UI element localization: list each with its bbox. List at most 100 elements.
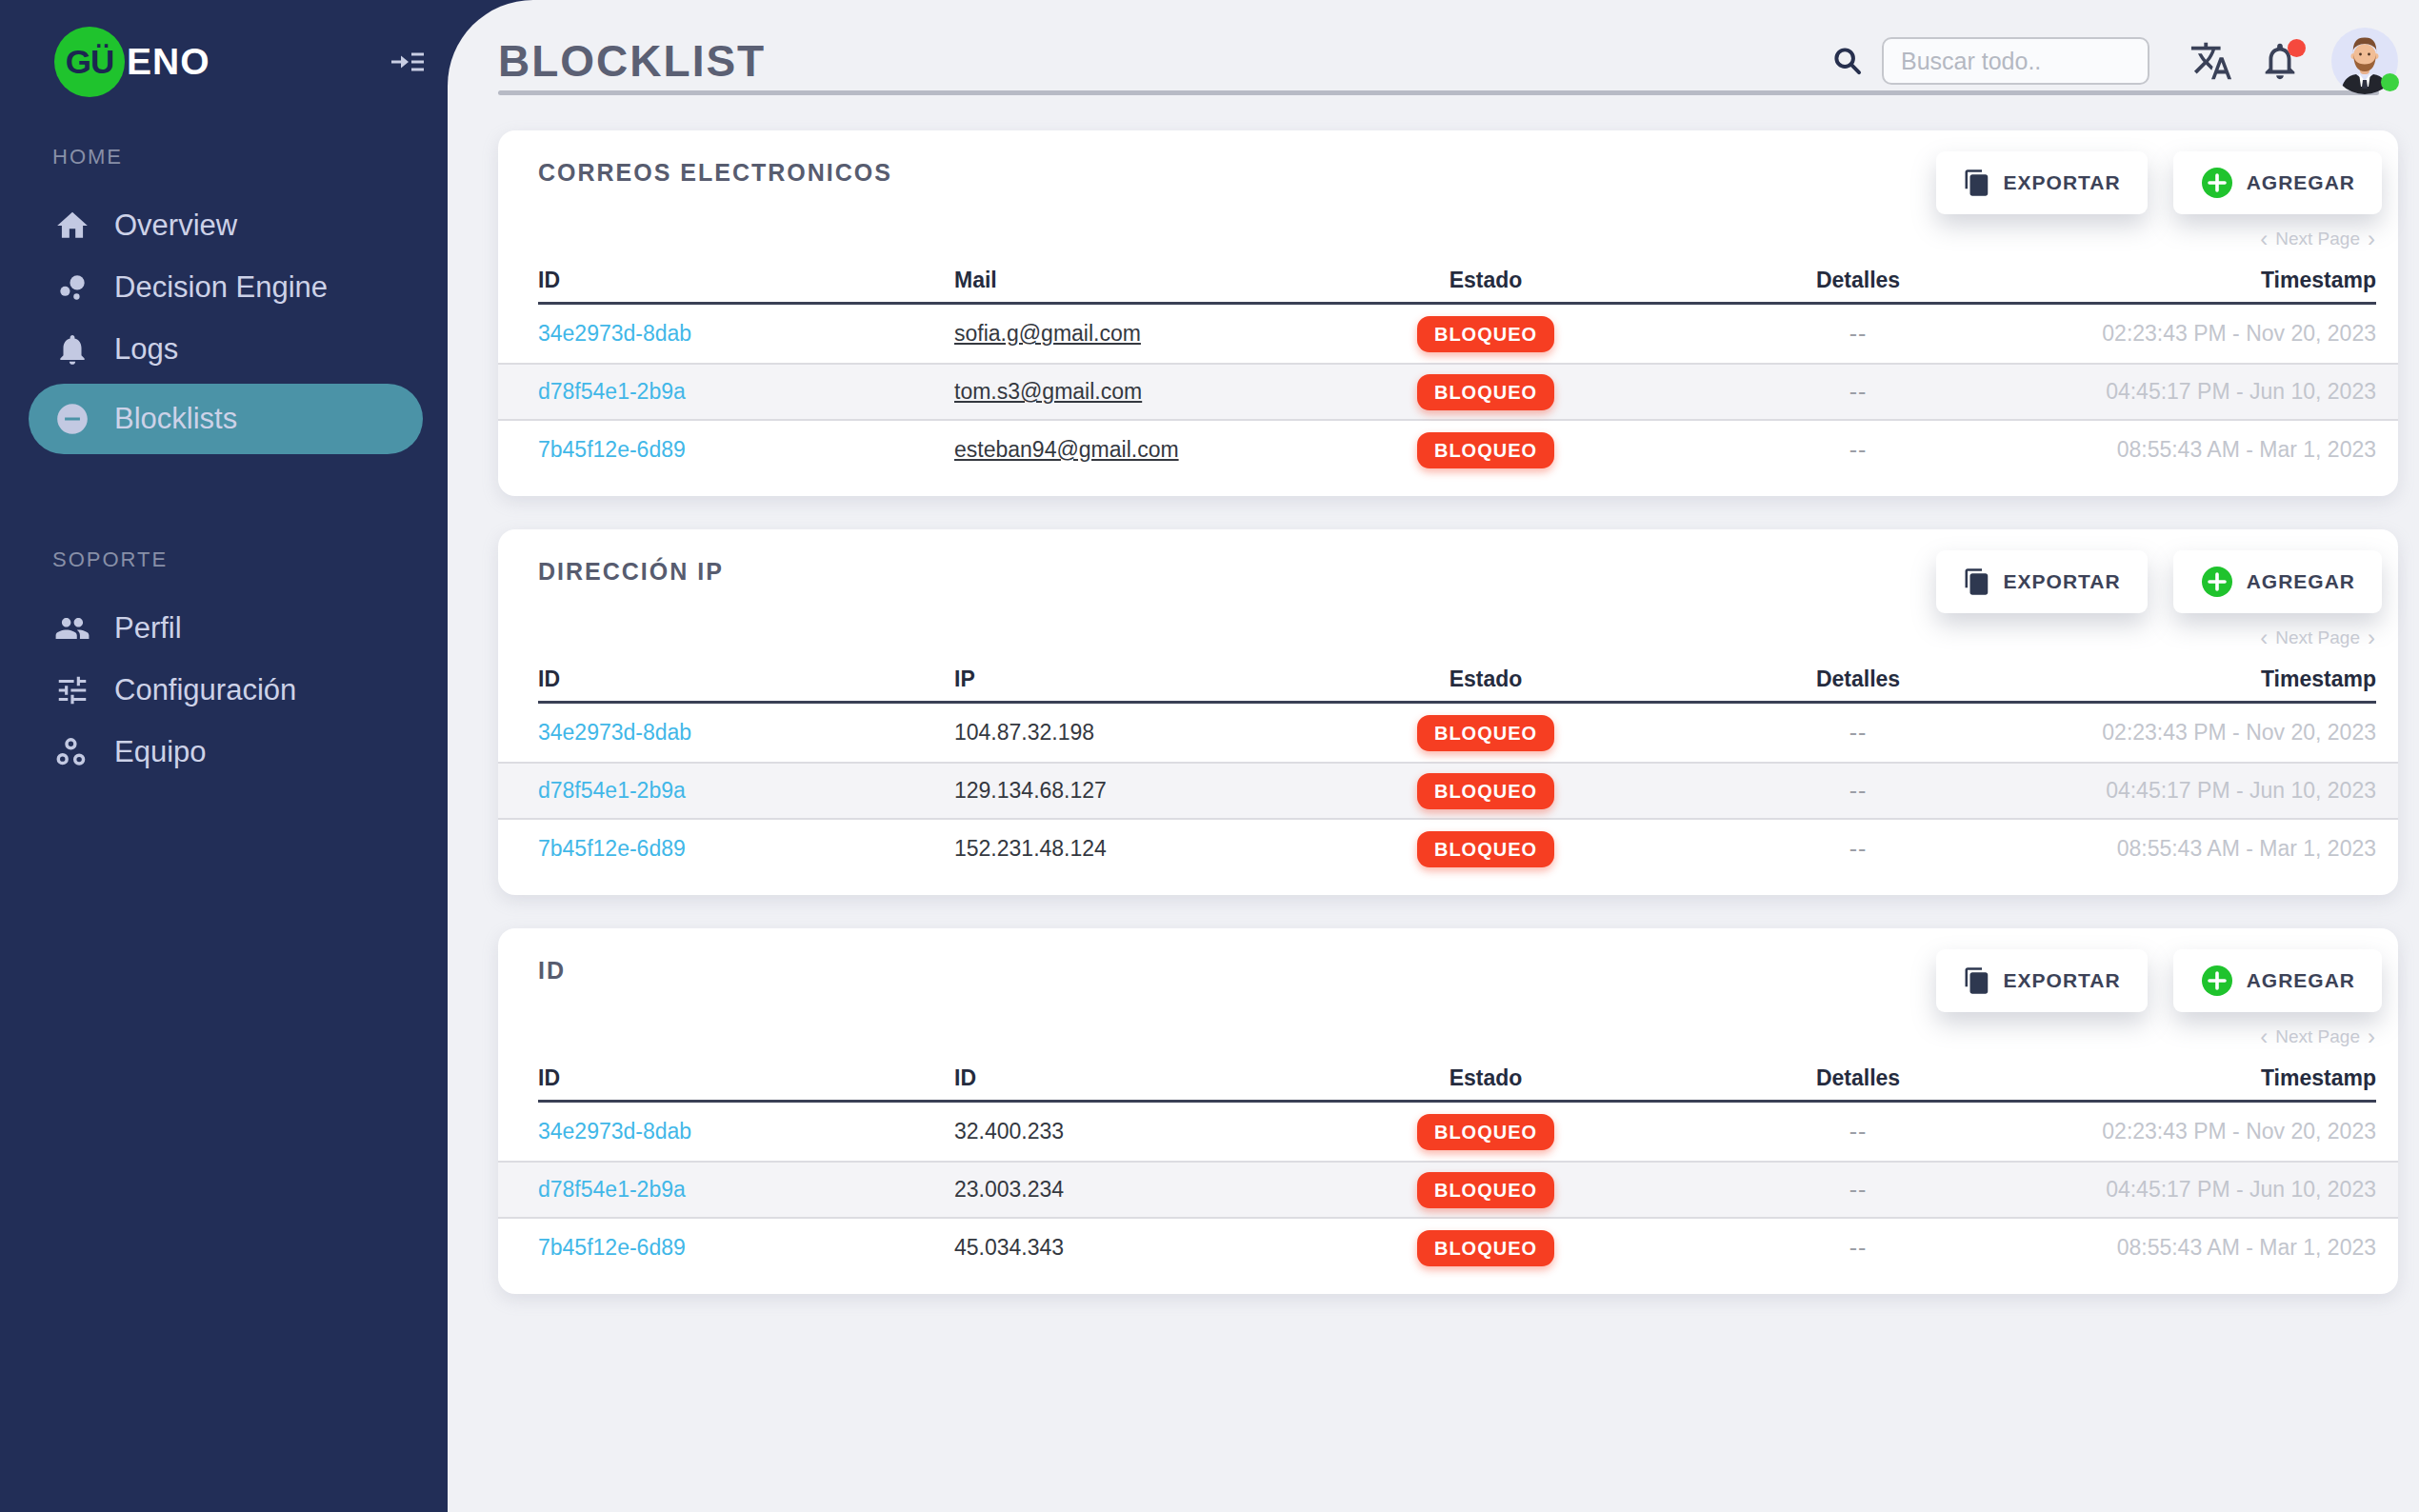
table-row: d78f54e1-2b9a129.134.68.127BLOQUEO--04:4… [498, 762, 2398, 820]
prev-page-arrow[interactable]: ‹ [2260, 627, 2268, 649]
row-timestamp: 02:23:43 PM - Nov 20, 2023 [2049, 720, 2376, 746]
row-timestamp: 04:45:17 PM - Jun 10, 2023 [2049, 379, 2376, 405]
row-value[interactable]: esteban94@gmail.com [954, 437, 1305, 463]
row-value: 45.034.343 [954, 1235, 1305, 1261]
add-button-label: AGREGAR [2247, 570, 2355, 593]
bell-icon [54, 331, 90, 368]
row-value[interactable]: sofia.g@gmail.com [954, 321, 1305, 347]
sidebar-item-label: Blocklists [114, 402, 237, 436]
add-button[interactable]: AGREGAR [2173, 550, 2382, 613]
row-timestamp: 02:23:43 PM - Nov 20, 2023 [2049, 1119, 2376, 1144]
status-badge: BLOQUEO [1417, 1114, 1554, 1150]
pagination-label: Next Page [2275, 627, 2360, 648]
next-page-arrow[interactable]: › [2368, 627, 2375, 649]
row-timestamp: 08:55:43 AM - Mar 1, 2023 [2049, 1235, 2376, 1261]
row-value: 129.134.68.127 [954, 778, 1305, 804]
row-timestamp: 08:55:43 AM - Mar 1, 2023 [2049, 836, 2376, 862]
card-title: DIRECCIÓN IP [538, 558, 724, 586]
add-button[interactable]: AGREGAR [2173, 949, 2382, 1012]
row-id-link[interactable]: 34e2973d-8dab [538, 1119, 954, 1144]
sidebar-item-blocklists[interactable]: Blocklists [29, 384, 423, 454]
row-value: 104.87.32.198 [954, 720, 1305, 746]
row-id-link[interactable]: d78f54e1-2b9a [538, 379, 954, 405]
status-badge: BLOQUEO [1417, 715, 1554, 751]
blocklist-table: IDIPEstadoDetallesTimestamp 34e2973d-8dab… [498, 666, 2398, 878]
row-id-link[interactable]: 7b45f12e-6d89 [538, 836, 954, 862]
column-header: Mail [954, 268, 1305, 293]
status-badge: BLOQUEO [1417, 374, 1554, 410]
search-input[interactable] [1882, 37, 2149, 85]
row-estado: BLOQUEO [1305, 374, 1667, 410]
card-actions: EXPORTAR AGREGAR [1936, 550, 2382, 613]
column-header: Detalles [1667, 268, 2049, 293]
table-row: 7b45f12e-6d89esteban94@gmail.comBLOQUEO-… [498, 421, 2398, 479]
column-header: ID [954, 1065, 1305, 1091]
row-value[interactable]: tom.s3@gmail.com [954, 379, 1305, 405]
row-timestamp: 04:45:17 PM - Jun 10, 2023 [2049, 1177, 2376, 1203]
row-id-link[interactable]: 34e2973d-8dab [538, 321, 954, 347]
table-row: d78f54e1-2b9atom.s3@gmail.comBLOQUEO--04… [498, 363, 2398, 421]
sidebar-item-decision-engine[interactable]: Decision Engine [0, 256, 448, 318]
export-button[interactable]: EXPORTAR [1936, 151, 2148, 214]
sidebar-item-label: Logs [114, 332, 178, 367]
status-badge: BLOQUEO [1417, 316, 1554, 352]
sidebar-collapse-button[interactable] [390, 49, 425, 75]
table-row: 34e2973d-8dabsofia.g@gmail.comBLOQUEO--0… [498, 305, 2398, 363]
row-estado: BLOQUEO [1305, 773, 1667, 809]
card-actions: EXPORTAR AGREGAR [1936, 151, 2382, 214]
translate-icon[interactable] [2189, 39, 2233, 83]
sidebar-nav: HOMEOverviewDecision EngineLogsBlocklist… [0, 145, 448, 783]
column-header: Timestamp [2049, 268, 2376, 293]
blocklist-card-correos-electronicos: CORREOS ELECTRONICOSEXPORTARAGREGAR‹Next… [498, 130, 2398, 496]
row-id-link[interactable]: d78f54e1-2b9a [538, 778, 954, 804]
row-timestamp: 08:55:43 AM - Mar 1, 2023 [2049, 437, 2376, 463]
home-icon [54, 208, 90, 244]
prev-page-arrow[interactable]: ‹ [2260, 228, 2268, 250]
column-header: Detalles [1667, 1065, 2049, 1091]
status-badge: BLOQUEO [1417, 1230, 1554, 1266]
logo[interactable]: GÜ ENO [0, 0, 448, 97]
sidebar-item-perfil[interactable]: Perfil [0, 597, 448, 659]
row-id-link[interactable]: 34e2973d-8dab [538, 720, 954, 746]
export-button-label: EXPORTAR [2004, 570, 2121, 593]
table-row: 34e2973d-8dab32.400.233BLOQUEO--02:23:43… [498, 1103, 2398, 1161]
row-estado: BLOQUEO [1305, 1172, 1667, 1208]
next-page-arrow[interactable]: › [2368, 228, 2375, 250]
add-circle-icon [2200, 964, 2234, 998]
blocklist-table: IDMailEstadoDetallesTimestamp34e2973d-8d… [498, 268, 2398, 479]
export-button[interactable]: EXPORTAR [1936, 949, 2148, 1012]
sidebar-item-overview[interactable]: Overview [0, 194, 448, 256]
export-icon [1963, 567, 1991, 596]
sidebar-item-equipo[interactable]: Equipo [0, 721, 448, 783]
avatar[interactable] [2331, 28, 2398, 94]
export-icon [1963, 966, 1991, 995]
sidebar-item-logs[interactable]: Logs [0, 318, 448, 380]
nav-section-label-soporte: SOPORTE [52, 547, 448, 572]
notifications-bell-icon[interactable] [2258, 37, 2302, 85]
column-header: Estado [1305, 666, 1667, 692]
add-button[interactable]: AGREGAR [2173, 151, 2382, 214]
prev-page-arrow[interactable]: ‹ [2260, 1025, 2268, 1048]
row-id-link[interactable]: 7b45f12e-6d89 [538, 437, 954, 463]
row-estado: BLOQUEO [1305, 715, 1667, 751]
sidebar-item-label: Perfil [114, 611, 182, 646]
search-icon[interactable] [1831, 45, 1864, 77]
column-header: ID [538, 1065, 954, 1091]
table-row: 7b45f12e-6d8945.034.343BLOQUEO--08:55:43… [498, 1219, 2398, 1277]
status-badge: BLOQUEO [1417, 773, 1554, 809]
table-row: 34e2973d-8dab104.87.32.198BLOQUEO--02:23… [498, 704, 2398, 762]
column-header: Detalles [1667, 666, 2049, 692]
row-id-link[interactable]: d78f54e1-2b9a [538, 1177, 954, 1203]
sidebar-item-configuracio-n[interactable]: Configuración [0, 659, 448, 721]
sidebar-item-label: Configuración [114, 673, 296, 707]
export-button[interactable]: EXPORTAR [1936, 550, 2148, 613]
online-status-dot [2381, 73, 2399, 91]
sidebar-item-label: Equipo [114, 735, 207, 769]
workspaces-icon [54, 734, 90, 770]
export-button-label: EXPORTAR [2004, 969, 2121, 992]
table-header-row: IDIPEstadoDetallesTimestamp [538, 666, 2376, 704]
row-id-link[interactable]: 7b45f12e-6d89 [538, 1235, 954, 1261]
row-timestamp: 02:23:43 PM - Nov 20, 2023 [2049, 321, 2376, 347]
sidebar: GÜ ENO HOMEOverviewDecision EngineLogsBl… [0, 0, 448, 1512]
next-page-arrow[interactable]: › [2368, 1025, 2375, 1048]
